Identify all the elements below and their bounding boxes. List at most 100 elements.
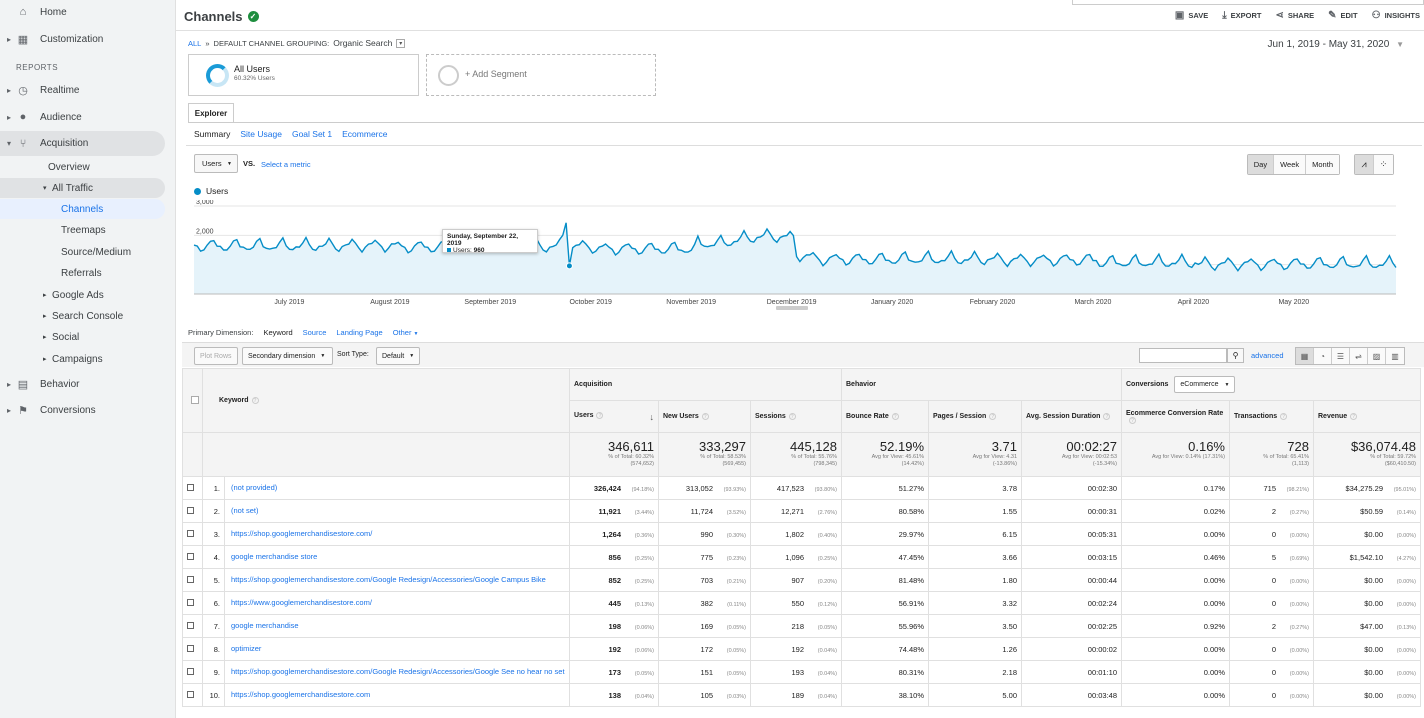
plot-rows-button[interactable]: Plot Rows: [194, 347, 238, 365]
nav-conversions[interactable]: ▸ ⚑ Conversions: [7, 404, 96, 417]
row-checkbox[interactable]: [187, 529, 194, 537]
export-button[interactable]: ⤓ EXPORT: [1222, 10, 1262, 21]
table-row[interactable]: 8. optimizer 192 (0.06%) 172 (0.05%) 192 (0.04%…: [182, 637, 1422, 661]
nav-audience[interactable]: ▸ ● Audience: [7, 111, 82, 123]
row-checkbox[interactable]: [187, 644, 194, 652]
subtab-goal-set-1[interactable]: Goal Set 1: [291, 129, 333, 139]
col-header-transactions[interactable]: Transactions?: [1229, 400, 1314, 433]
keyword-link[interactable]: google merchandise store: [224, 545, 570, 569]
table-row[interactable]: 4. google merchandise store 856 (0.25%) 775(…: [182, 545, 1422, 569]
keyword-link[interactable]: google merchandise: [224, 614, 570, 638]
nav-social[interactable]: ▸ Social: [43, 331, 80, 343]
nav-home[interactable]: ⌂ Home: [0, 1, 165, 23]
pivot-view-icon[interactable]: ▥: [1386, 348, 1404, 364]
line-chart-icon[interactable]: ⩘: [1355, 155, 1374, 174]
nav-source-medium[interactable]: Source/Medium: [61, 246, 132, 258]
keyword-link[interactable]: https://shop.googlemerchandisestore.com: [224, 683, 570, 707]
col-header-revenue[interactable]: Revenue?: [1312, 400, 1422, 433]
row-checkbox-cell[interactable]: [182, 591, 203, 615]
metric-select[interactable]: Users ▼: [194, 154, 238, 173]
row-checkbox[interactable]: [187, 667, 194, 675]
row-checkbox-cell[interactable]: [182, 614, 203, 638]
nav-referrals[interactable]: Referrals: [61, 267, 102, 279]
select-metric-link[interactable]: Select a metric: [261, 160, 311, 169]
table-row[interactable]: 7. google merchandise 198 (0.06%) 169 (0.05%)…: [182, 614, 1422, 638]
row-checkbox-cell[interactable]: [182, 637, 203, 661]
row-checkbox-cell[interactable]: [182, 499, 203, 523]
keyword-link[interactable]: (not set): [224, 499, 570, 523]
dim-landing-page[interactable]: Landing Page: [336, 328, 383, 337]
edit-button[interactable]: ✎ EDIT: [1328, 10, 1358, 21]
term-cloud-icon[interactable]: ▨: [1368, 348, 1386, 364]
nav-channels[interactable]: Channels: [0, 199, 165, 219]
subtab-ecommerce[interactable]: Ecommerce: [342, 129, 388, 139]
nav-overview[interactable]: Overview: [48, 161, 90, 173]
table-row[interactable]: 6. https://www.googlemerchandisestore.com…: [182, 591, 1422, 615]
nav-realtime[interactable]: ▸ ◷ Realtime: [7, 84, 80, 97]
advanced-filter-link[interactable]: advanced: [1251, 351, 1284, 360]
row-checkbox[interactable]: [187, 690, 194, 698]
row-checkbox-cell[interactable]: [182, 522, 203, 546]
row-checkbox-cell[interactable]: [182, 683, 203, 707]
row-checkbox[interactable]: [187, 483, 194, 491]
nav-customization[interactable]: ▸ ▦ Customization: [7, 33, 104, 46]
period-month-button[interactable]: Month: [1306, 155, 1339, 174]
chevron-down-icon[interactable]: ▾: [396, 38, 406, 48]
motion-chart-icon[interactable]: ⁘: [1374, 155, 1393, 174]
insights-button[interactable]: ⚇ INSIGHTS: [1371, 10, 1420, 21]
nav-acquisition[interactable]: ▾ ⑂ Acquisition: [0, 131, 165, 156]
save-button[interactable]: ▣ SAVE: [1174, 10, 1209, 21]
row-checkbox-cell[interactable]: [182, 545, 203, 569]
col-header-sessions[interactable]: Sessions?: [750, 400, 842, 433]
breadcrumb-all-link[interactable]: ALL: [188, 38, 202, 48]
nav-search-console[interactable]: ▸ Search Console: [43, 310, 124, 322]
nav-google-ads[interactable]: ▸ Google Ads: [43, 289, 104, 301]
table-view-icon[interactable]: ▦: [1296, 348, 1314, 364]
nav-campaigns[interactable]: ▸ Campaigns: [43, 353, 103, 365]
row-checkbox[interactable]: [187, 575, 194, 583]
col-header-bounce-rate[interactable]: Bounce Rate?: [841, 400, 929, 433]
table-row[interactable]: 10. https://shop.googlemerchandisestore.c…: [182, 683, 1422, 707]
dim-other[interactable]: Other ▼: [392, 328, 419, 337]
col-header-pages-per-session[interactable]: Pages / Session?: [928, 400, 1022, 433]
period-week-button[interactable]: Week: [1274, 155, 1307, 174]
col-header-users[interactable]: Users? ↓: [569, 400, 659, 433]
table-row[interactable]: 3. https://shop.googlemerchandisestore.co…: [182, 522, 1422, 546]
keyword-header[interactable]: Keyword?: [202, 368, 570, 433]
sort-type-select[interactable]: Default ▼: [376, 347, 420, 365]
dim-source[interactable]: Source: [302, 328, 327, 337]
row-checkbox[interactable]: [187, 598, 194, 606]
share-button[interactable]: ⋖ SHARE: [1275, 10, 1315, 21]
col-header-avg-session-duration[interactable]: Avg. Session Duration?: [1021, 400, 1122, 433]
bar-view-icon[interactable]: ☰: [1332, 348, 1350, 364]
select-all-checkbox[interactable]: [190, 395, 199, 404]
search-icon[interactable]: ⚲: [1227, 348, 1244, 363]
keyword-link[interactable]: https://shop.googlemerchandisestore.com/: [224, 522, 570, 546]
date-range-picker[interactable]: Jun 1, 2019 - May 31, 2020 ▼: [1267, 39, 1404, 50]
select-all-cell[interactable]: [182, 368, 203, 433]
conversions-select[interactable]: eCommerce ▼: [1174, 376, 1236, 393]
row-checkbox[interactable]: [187, 552, 194, 560]
keyword-link[interactable]: https://shop.googlemerchandisestore.com/…: [224, 568, 570, 592]
table-row[interactable]: 1. (not provided) 326,424 (94.18%) 313,052 (9…: [182, 476, 1422, 500]
dim-keyword[interactable]: Keyword: [263, 328, 293, 337]
row-checkbox[interactable]: [187, 621, 194, 629]
table-row[interactable]: 2. (not set) 11,921 (3.44%) 11,724 (3.52%) 12,…: [182, 499, 1422, 523]
keyword-link[interactable]: https://www.googlemerchandisestore.com/: [224, 591, 570, 615]
pie-view-icon[interactable]: ◔: [1314, 348, 1332, 364]
row-checkbox-cell[interactable]: [182, 568, 203, 592]
add-segment-button[interactable]: + Add Segment: [426, 54, 656, 96]
keyword-link[interactable]: https://shop.googlemerchandisestore.com/…: [224, 660, 570, 684]
subtab-site-usage[interactable]: Site Usage: [240, 129, 282, 139]
subtab-summary[interactable]: Summary: [194, 129, 231, 139]
nav-behavior[interactable]: ▸ ▤ Behavior: [7, 378, 80, 391]
period-day-button[interactable]: Day: [1247, 155, 1275, 174]
row-checkbox-cell[interactable]: [182, 476, 203, 500]
table-row[interactable]: 9. https://shop.googlemerchandisestore.co…: [182, 660, 1422, 684]
tab-explorer[interactable]: Explorer: [188, 103, 234, 122]
col-header-ecommerce-conversion-rate[interactable]: Ecommerce Conversion Rate?: [1121, 400, 1230, 433]
keyword-link[interactable]: optimizer: [224, 637, 570, 661]
col-header-new-users[interactable]: New Users?: [658, 400, 751, 433]
segment-all-users[interactable]: All Users 60.32% Users: [188, 54, 419, 96]
